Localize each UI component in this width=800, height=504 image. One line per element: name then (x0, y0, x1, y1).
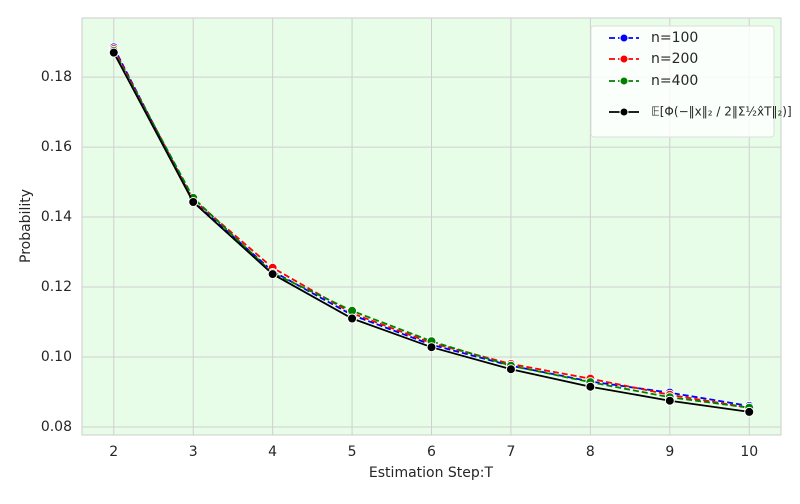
point (505, 364, 516, 375)
x-tick-label: 4 (268, 444, 277, 460)
x-tick-label: 8 (586, 444, 595, 460)
legend-marker (619, 107, 629, 117)
series-line (112, 50, 750, 409)
x-tick-label: 3 (189, 444, 198, 460)
y-tick-label: 0.08 (41, 419, 72, 435)
legend-label: 𝔼[Φ(−‖x‖₂ / 2‖Σ½x̂T‖₂)] (651, 105, 792, 119)
x-tick-label: 6 (427, 444, 436, 460)
point (108, 47, 119, 58)
y-axis-label: Probability (18, 189, 34, 263)
y-tick-label: 0.18 (41, 69, 72, 85)
point (585, 381, 596, 392)
y-tick-label: 0.14 (41, 209, 72, 225)
point (426, 342, 437, 353)
x-axis-label: Estimation Step:T (369, 465, 494, 481)
x-tick-label: 9 (665, 444, 674, 460)
point (744, 406, 755, 417)
x-tick-label: 5 (348, 444, 357, 460)
x-tick-label: 2 (109, 444, 118, 460)
point (347, 313, 358, 324)
point (267, 269, 278, 280)
point (664, 395, 675, 406)
legend-label: n=400 (651, 73, 698, 89)
legend-box (590, 25, 775, 138)
point (188, 197, 199, 208)
legend-label: n=100 (651, 30, 698, 46)
y-tick-label: 0.16 (41, 139, 72, 155)
x-tick-label: 10 (740, 444, 758, 460)
legend-marker (619, 76, 629, 86)
legend-label: n=200 (651, 51, 698, 67)
y-tick-label: 0.12 (41, 279, 72, 295)
legend-marker (619, 33, 629, 43)
legend-marker (619, 54, 629, 64)
x-tick-label: 7 (506, 444, 515, 460)
y-tick-label: 0.10 (41, 349, 72, 365)
